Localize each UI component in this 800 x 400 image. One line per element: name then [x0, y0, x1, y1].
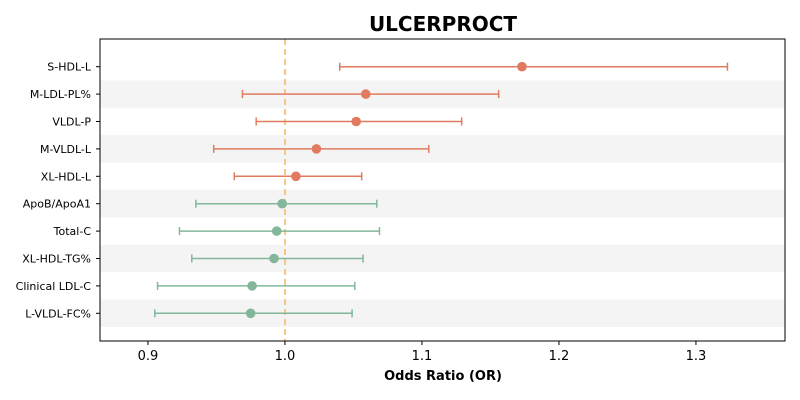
y-tick-label: XL-HDL-TG%: [22, 253, 91, 266]
y-tick-label: L-VLDL-FC%: [25, 307, 91, 320]
data-marks: [154, 61, 729, 319]
x-tick-label: 1.1: [412, 349, 433, 364]
plot-frame: [99, 38, 786, 342]
y-tick-label: S-HDL-L: [47, 61, 92, 74]
x-tick-label: 1.2: [549, 349, 570, 364]
or-point: [351, 116, 361, 127]
y-axis: S-HDL-L M-LDL-PL% VLDL-P M-VLDL-L XL-HDL-L Ap…: [16, 61, 100, 320]
chart-title: ULCERPROCT: [369, 12, 517, 36]
or-point: [269, 253, 279, 264]
or-point: [291, 171, 301, 182]
or-point: [271, 226, 282, 236]
or-point: [277, 198, 288, 209]
x-axis-label: Odds Ratio (OR): [384, 369, 502, 384]
y-tick-label: M-LDL-PL%: [30, 88, 91, 101]
or-point: [247, 281, 257, 291]
y-tick-label: M-VLDL-L: [40, 143, 92, 156]
row-band: [100, 135, 785, 163]
x-tick-label: 1.3: [686, 349, 707, 364]
x-tick-label: 0.9: [138, 349, 159, 364]
or-point: [517, 61, 527, 72]
x-tick-label: 1.0: [275, 349, 296, 364]
or-point: [360, 89, 371, 99]
or-point: [311, 144, 322, 154]
or-point: [245, 308, 256, 319]
y-tick-label: XL-HDL-L: [41, 170, 92, 183]
x-axis: 0.9 1.0 1.1 1.2 1.3: [138, 341, 707, 364]
y-tick-label: ApoB/ApoA1: [23, 198, 91, 211]
y-tick-label: Clinical LDL-C: [16, 280, 92, 293]
y-tick-label: Total-C: [53, 225, 92, 238]
y-tick-label: VLDL-P: [52, 116, 91, 129]
